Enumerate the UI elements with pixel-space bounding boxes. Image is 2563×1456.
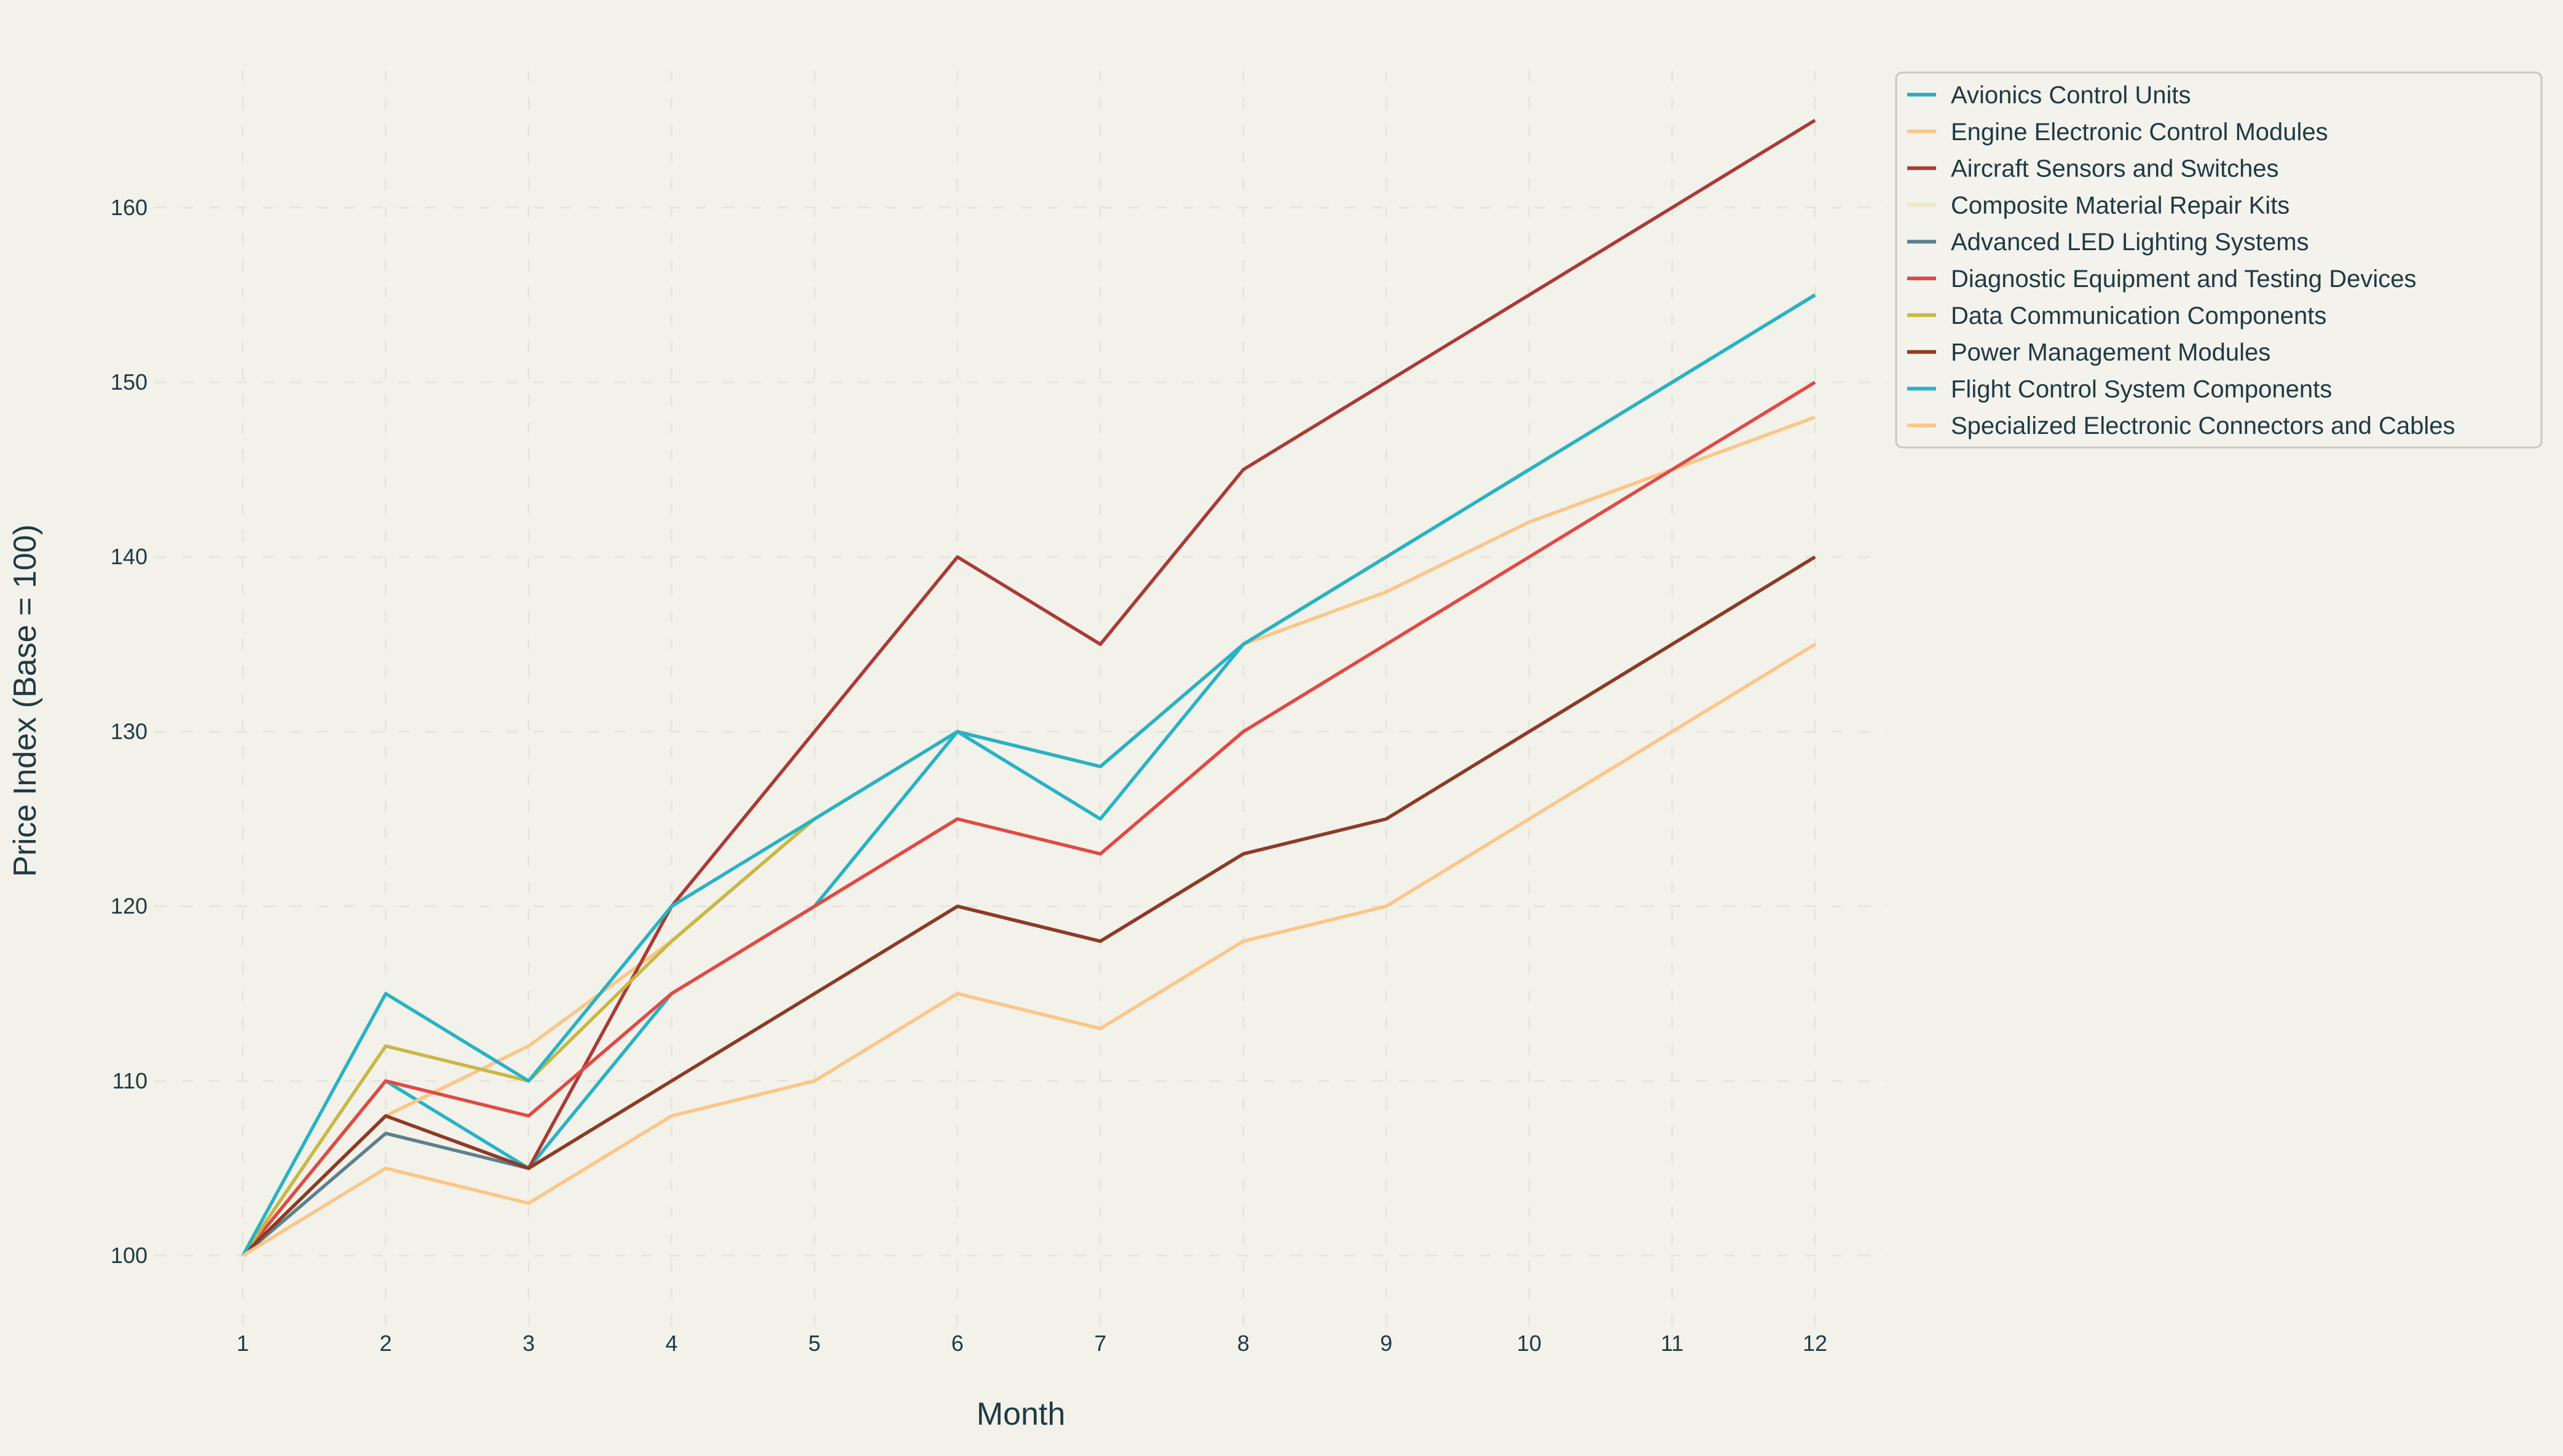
x-tick-label: 10 xyxy=(1517,1331,1541,1356)
legend-label: Data Communication Components xyxy=(1951,302,2326,329)
series-line xyxy=(242,119,1816,1257)
legend-item: Aircraft Sensors and Switches xyxy=(1907,155,2279,183)
legend-item: Composite Material Repair Kits xyxy=(1907,192,2289,219)
x-axis-label: Month xyxy=(977,1396,1066,1432)
legend-label: Specialized Electronic Connectors and Ca… xyxy=(1951,412,2455,439)
series-line xyxy=(242,555,1816,1257)
legend-item: Advanced LED Lighting Systems xyxy=(1907,229,2309,256)
x-tick-label: 6 xyxy=(951,1331,964,1356)
legend-label: Composite Material Repair Kits xyxy=(1951,192,2289,219)
legend-box xyxy=(1895,71,2543,449)
legend-item: Power Management Modules xyxy=(1907,339,2270,366)
x-tick-label: 3 xyxy=(522,1331,535,1356)
legend-label: Flight Control System Components xyxy=(1951,376,2332,403)
y-tick-label: 110 xyxy=(112,1068,148,1093)
legend-label: Diagnostic Equipment and Testing Devices xyxy=(1951,266,2416,293)
y-tick-label: 100 xyxy=(111,1243,148,1268)
x-tick-label: 5 xyxy=(808,1331,821,1356)
x-tick-label: 11 xyxy=(1661,1331,1683,1356)
series-lines xyxy=(241,119,1816,1257)
legend-item: Engine Electronic Control Modules xyxy=(1907,119,2328,146)
x-tick-label: 4 xyxy=(666,1331,678,1356)
legend-item: Data Communication Components xyxy=(1907,302,2326,329)
y-tick-label: 140 xyxy=(111,544,148,569)
legend: Avionics Control Units Engine Electronic … xyxy=(1895,71,2543,449)
series-line xyxy=(241,380,1816,1257)
y-tick-label: 120 xyxy=(111,894,148,919)
y-tick-label: 150 xyxy=(111,369,148,395)
legend-item: Diagnostic Equipment and Testing Devices xyxy=(1907,266,2416,293)
y-axis-label: Price Index (Base = 100) xyxy=(7,524,43,877)
legend-item: Specialized Electronic Connectors and Ca… xyxy=(1907,412,2455,439)
series-line xyxy=(241,293,1816,1257)
legend-item: Flight Control System Components xyxy=(1907,376,2332,403)
legend-item: Avionics Control Units xyxy=(1907,82,2191,109)
x-tick-label: 1 xyxy=(237,1331,249,1356)
x-tick-label: 9 xyxy=(1380,1331,1392,1356)
legend-label: Power Management Modules xyxy=(1951,339,2270,366)
y-tick-label: 130 xyxy=(111,718,148,744)
x-tick-label: 2 xyxy=(380,1331,392,1356)
y-tick-label: 160 xyxy=(111,195,148,220)
x-tick-label: 8 xyxy=(1237,1331,1250,1356)
legend-label: Avionics Control Units xyxy=(1951,82,2191,109)
x-tick-label: 12 xyxy=(1803,1331,1827,1356)
series-line xyxy=(242,642,1816,1257)
legend-label: Aircraft Sensors and Switches xyxy=(1951,155,2279,183)
gridlines xyxy=(155,71,1887,1326)
legend-label: Advanced LED Lighting Systems xyxy=(1951,229,2309,256)
series-line xyxy=(241,380,1816,1257)
legend-label: Engine Electronic Control Modules xyxy=(1951,119,2328,146)
x-tick-label: 7 xyxy=(1094,1331,1106,1356)
